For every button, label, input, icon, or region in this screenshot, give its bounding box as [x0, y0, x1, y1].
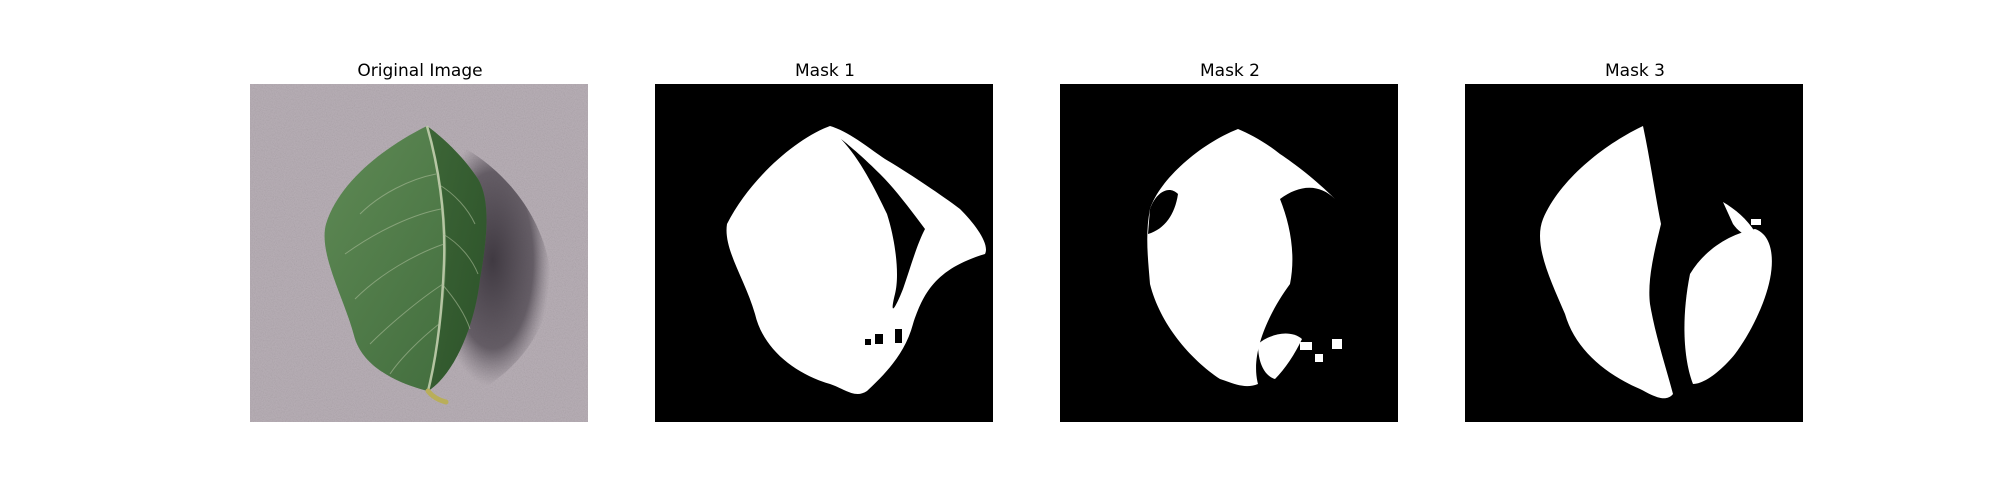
- panel-title: Original Image: [357, 61, 483, 81]
- original-image-panel: Original Image: [250, 59, 590, 422]
- leaf-right-half: [427, 126, 487, 391]
- panel-title: Mask 1: [794, 61, 855, 81]
- mask-3-panel: Mask 3: [1465, 59, 1805, 422]
- leaf-veins: [344, 173, 479, 375]
- mask-2-panel: Mask 2: [1060, 59, 1400, 422]
- leaf-stem: [425, 388, 449, 405]
- mask-1-image: [655, 84, 993, 422]
- panel-title: Mask 3: [1604, 61, 1665, 81]
- mask-1-panel: Mask 1: [655, 59, 995, 422]
- leaf-midrib: [425, 125, 446, 392]
- mask-3-image: [1465, 84, 1803, 422]
- leaf-photo: [250, 84, 588, 422]
- mask-2-image: [1060, 84, 1398, 422]
- panel-title: Mask 2: [1199, 61, 1260, 81]
